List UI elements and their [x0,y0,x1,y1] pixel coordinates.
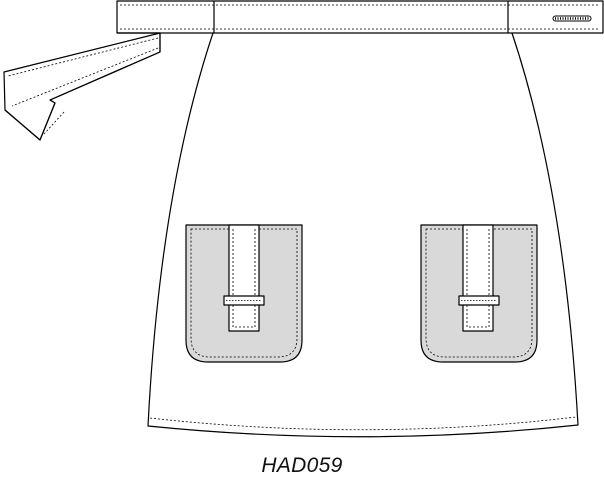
model-code-label: HAD059 [261,454,343,477]
pocket-left [185,224,303,363]
waistband [116,0,604,52]
left-tie-strap [3,32,161,141]
pocket-left-strap [228,224,260,332]
waistband-corner [117,32,161,52]
pocket-right-strap [462,224,494,332]
pocket-right [420,224,538,363]
buttonhole [552,15,592,22]
